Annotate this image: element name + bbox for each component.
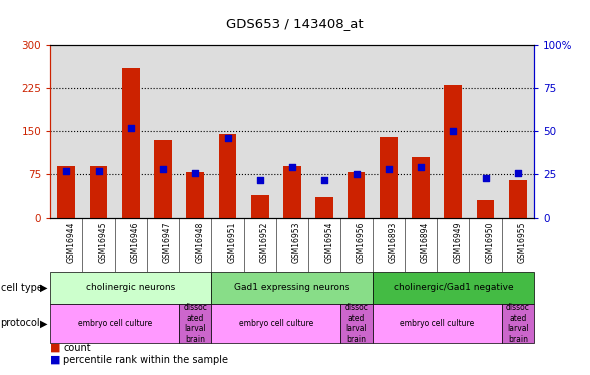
Point	[94, 168, 103, 174]
Text: GSM16947: GSM16947	[163, 222, 172, 263]
Point	[158, 166, 168, 172]
Bar	[122, 68, 140, 218]
Bar	[373, 272, 534, 304]
Text: ▶: ▶	[40, 318, 48, 328]
Text: percentile rank within the sample: percentile rank within the sample	[63, 355, 228, 365]
Text: GSM16894: GSM16894	[421, 222, 430, 263]
Bar	[50, 272, 211, 304]
Text: GSM16952: GSM16952	[260, 222, 269, 263]
Point	[61, 168, 71, 174]
Bar	[283, 166, 301, 218]
Text: GSM16953: GSM16953	[292, 222, 301, 263]
Bar	[179, 304, 211, 343]
Point	[223, 135, 232, 141]
Text: GSM16944: GSM16944	[66, 222, 76, 263]
Text: ▶: ▶	[40, 283, 48, 293]
Bar	[444, 85, 462, 218]
Bar	[90, 166, 107, 218]
Text: dissoc
ated
larval
brain: dissoc ated larval brain	[345, 303, 369, 344]
Bar	[316, 197, 333, 217]
Bar	[477, 200, 494, 217]
Bar	[373, 304, 502, 343]
Text: protocol: protocol	[1, 318, 40, 328]
Text: dissoc
ated
larval
brain: dissoc ated larval brain	[506, 303, 530, 344]
Bar	[380, 137, 398, 218]
Point	[255, 177, 264, 183]
Bar	[211, 272, 373, 304]
Text: GSM16954: GSM16954	[324, 222, 333, 263]
Text: ■: ■	[50, 355, 61, 365]
Point	[287, 165, 297, 171]
Text: Gad1 expressing neurons: Gad1 expressing neurons	[234, 284, 350, 292]
Bar	[340, 304, 373, 343]
Text: embryo cell culture: embryo cell culture	[400, 319, 474, 328]
Text: cholinergic/Gad1 negative: cholinergic/Gad1 negative	[394, 284, 513, 292]
Bar	[57, 166, 75, 218]
Bar	[348, 171, 365, 217]
Text: count: count	[63, 343, 91, 353]
Text: GSM16948: GSM16948	[195, 222, 204, 263]
Text: embryo cell culture: embryo cell culture	[77, 319, 152, 328]
Text: embryo cell culture: embryo cell culture	[239, 319, 313, 328]
Text: GSM16893: GSM16893	[389, 222, 398, 263]
Point	[384, 166, 394, 172]
Bar	[186, 171, 204, 217]
Bar	[219, 134, 237, 218]
Bar	[412, 157, 430, 218]
Bar	[50, 304, 179, 343]
Text: GSM16956: GSM16956	[356, 222, 366, 263]
Point	[191, 170, 200, 176]
Point	[513, 170, 523, 176]
Text: GDS653 / 143408_at: GDS653 / 143408_at	[226, 17, 364, 30]
Bar	[502, 304, 534, 343]
Text: GSM16951: GSM16951	[228, 222, 237, 263]
Text: ■: ■	[50, 343, 61, 353]
Point	[481, 175, 490, 181]
Bar	[211, 304, 340, 343]
Point	[352, 171, 361, 177]
Bar	[509, 180, 527, 218]
Point	[320, 177, 329, 183]
Text: cell type: cell type	[1, 283, 42, 293]
Point	[417, 165, 426, 171]
Bar	[251, 195, 268, 217]
Text: dissoc
ated
larval
brain: dissoc ated larval brain	[183, 303, 207, 344]
Point	[448, 128, 458, 134]
Text: GSM16949: GSM16949	[453, 222, 463, 263]
Text: GSM16946: GSM16946	[131, 222, 140, 263]
Text: GSM16955: GSM16955	[518, 222, 527, 263]
Bar	[154, 140, 172, 218]
Point	[126, 125, 136, 131]
Text: GSM16945: GSM16945	[99, 222, 107, 263]
Text: GSM16950: GSM16950	[486, 222, 494, 263]
Text: cholinergic neurons: cholinergic neurons	[86, 284, 175, 292]
